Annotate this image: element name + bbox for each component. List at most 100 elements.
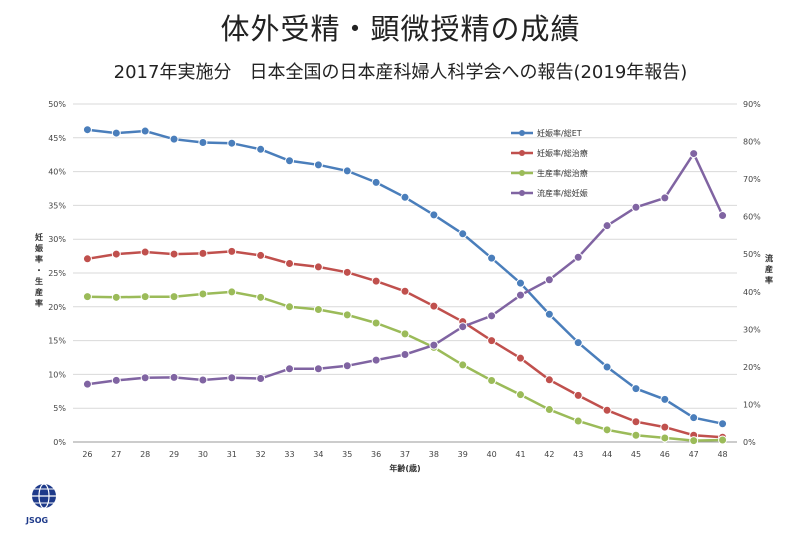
y-right-tick-label: 50% — [743, 250, 761, 259]
data-point — [631, 417, 641, 427]
y-left-tick-label: 0% — [53, 438, 66, 447]
y-left-axis-label-char: 率 — [35, 298, 43, 308]
y-left-tick-label: 15% — [48, 337, 66, 346]
y-right-axis-label-char: 産 — [765, 264, 773, 274]
x-tick-label: 32 — [256, 450, 266, 459]
x-tick-label: 27 — [111, 450, 121, 459]
legend-label: 流産率/総妊娠 — [537, 188, 588, 198]
data-point — [82, 125, 92, 135]
legend-marker — [519, 150, 525, 156]
data-point — [342, 361, 352, 371]
x-tick-label: 31 — [227, 450, 237, 459]
y-left-tick-label: 20% — [48, 303, 66, 312]
data-point — [111, 375, 121, 385]
data-point — [371, 177, 381, 187]
data-point — [487, 336, 497, 346]
data-point — [285, 156, 295, 166]
y-left-axis-label-char: 率 — [35, 254, 43, 264]
data-point — [82, 254, 92, 264]
data-point — [169, 372, 179, 382]
y-left-tick-label: 50% — [48, 100, 66, 109]
data-point — [689, 436, 699, 446]
chart-subtitle: 2017年実施分 日本全国の日本産科婦人科学会への報告(2019年報告) — [113, 62, 688, 83]
data-point — [487, 311, 497, 321]
data-point — [400, 329, 410, 339]
series-line — [87, 128, 723, 425]
y-left-axis-label-char: ・ — [35, 266, 43, 275]
y-right-tick-label: 80% — [743, 138, 761, 147]
data-point — [631, 430, 641, 440]
x-axis-label: 年齢(歳) — [389, 463, 420, 473]
y-left-tick-label: 5% — [53, 404, 66, 413]
y-right-tick-label: 70% — [743, 175, 761, 184]
data-point — [544, 309, 554, 319]
x-tick-label: 40 — [487, 450, 497, 459]
data-point — [342, 166, 352, 176]
data-point — [660, 422, 670, 432]
data-point — [573, 416, 583, 426]
data-point — [515, 353, 525, 363]
data-point — [256, 250, 266, 260]
y-right-tick-label: 0% — [743, 438, 756, 447]
data-point — [631, 384, 641, 394]
x-tick-label: 44 — [602, 450, 612, 459]
data-point — [429, 340, 439, 350]
y-left-axis-label-char: 産 — [35, 287, 43, 297]
y-left-tick-label: 45% — [48, 134, 66, 143]
y-right-tick-label: 30% — [743, 325, 761, 334]
data-point — [515, 390, 525, 400]
x-tick-label: 33 — [284, 450, 294, 459]
data-point — [718, 211, 728, 221]
data-point — [256, 292, 266, 302]
data-point — [313, 160, 323, 170]
data-point — [227, 138, 237, 148]
data-point — [602, 362, 612, 372]
data-point — [342, 310, 352, 320]
data-point — [82, 379, 92, 389]
data-point — [227, 246, 237, 256]
data-point — [458, 360, 468, 370]
x-tick-label: 41 — [515, 450, 525, 459]
data-point — [602, 405, 612, 415]
series-line — [87, 250, 723, 439]
data-point — [140, 373, 150, 383]
series-group — [82, 125, 728, 446]
data-point — [429, 210, 439, 220]
data-point — [458, 322, 468, 332]
x-tick-label: 45 — [631, 450, 641, 459]
data-point — [602, 425, 612, 435]
data-point — [256, 374, 266, 384]
data-point — [140, 247, 150, 257]
legend-marker — [519, 170, 525, 176]
data-point — [400, 192, 410, 202]
data-point — [313, 262, 323, 272]
legend-label: 生産率/総治療 — [537, 168, 588, 178]
series-line — [87, 151, 724, 386]
data-point — [544, 375, 554, 385]
y-left-axis-label-char: 生 — [35, 276, 43, 286]
data-point — [285, 302, 295, 312]
x-tick-label: 38 — [429, 450, 439, 459]
data-point — [573, 338, 583, 348]
x-tick-label: 30 — [198, 450, 208, 459]
jsog-logo-icon — [32, 483, 56, 509]
data-point — [400, 349, 410, 359]
data-point — [487, 375, 497, 385]
x-tick-label: 42 — [544, 450, 554, 459]
data-point — [169, 134, 179, 144]
x-tick-label: 37 — [400, 450, 410, 459]
data-point — [660, 193, 670, 203]
data-point — [458, 229, 468, 239]
legend-label: 妊娠率/総ET — [537, 128, 582, 138]
axes: 0% 5% 10% 15% 20% 25% 30% 35% 40% 45% 50% 0% 10% 20% 3… — [34, 100, 773, 473]
data-point — [660, 433, 670, 443]
y-right-tick-label: 40% — [743, 288, 761, 297]
x-tick-label: 34 — [313, 450, 323, 459]
data-point — [515, 278, 525, 288]
x-tick-label: 43 — [573, 450, 583, 459]
data-point — [718, 419, 728, 429]
y-right-axis-label-char: 率 — [765, 275, 773, 285]
data-point — [111, 128, 121, 138]
data-point — [689, 413, 699, 423]
